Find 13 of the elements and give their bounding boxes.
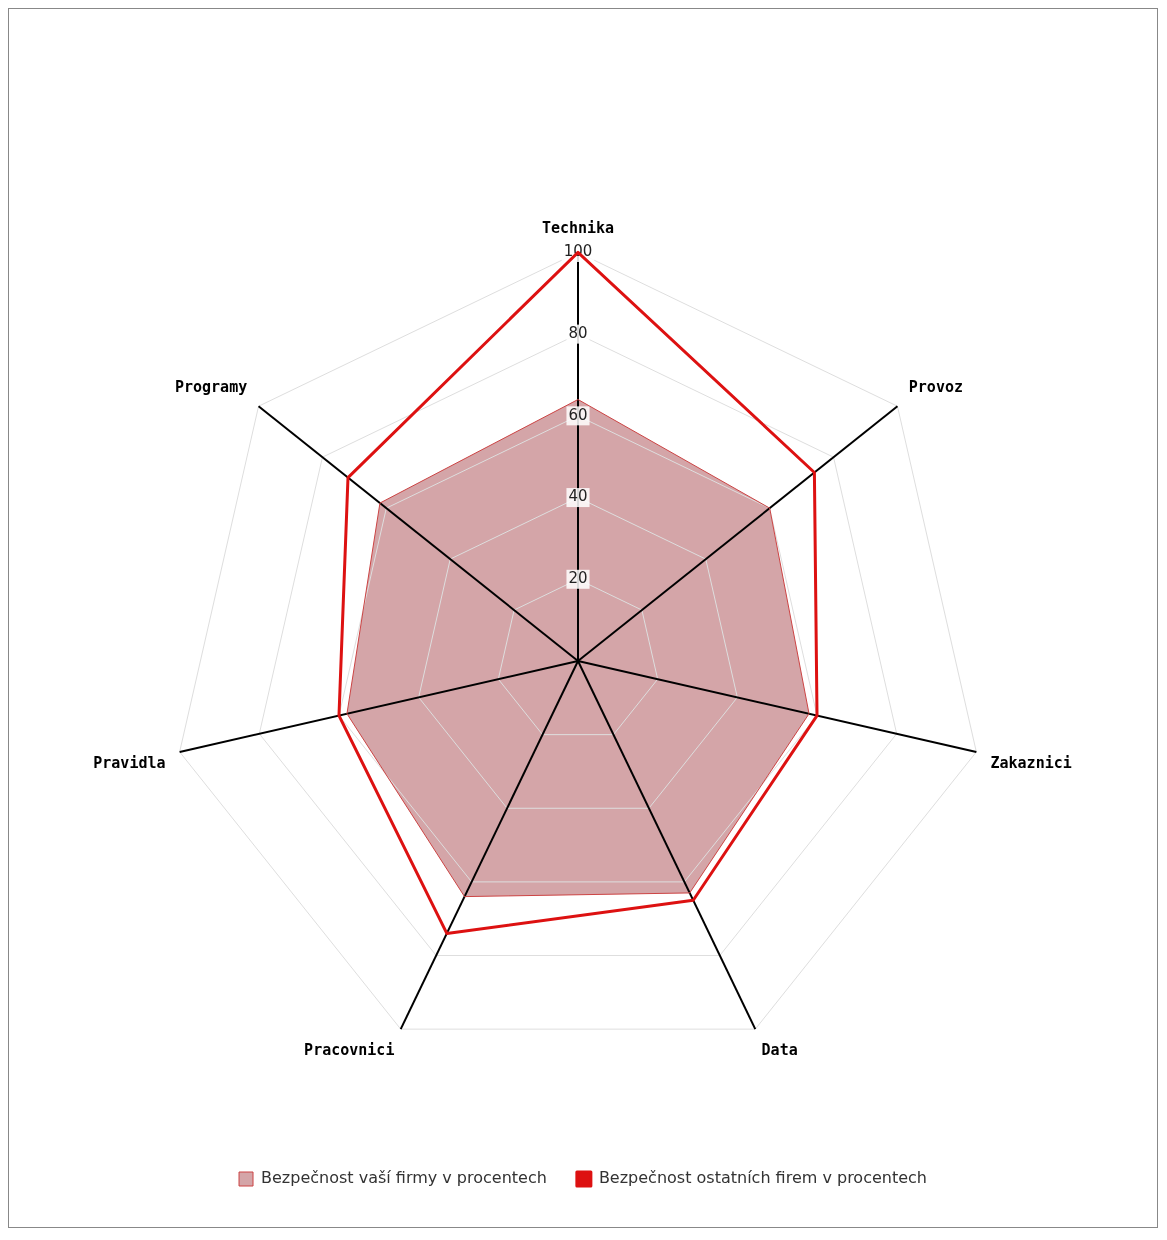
spoke-label: Technika xyxy=(541,218,615,237)
y-tick-label: 40 xyxy=(568,487,588,506)
spoke-label: Pravidla xyxy=(93,754,166,773)
spoke-label: Provoz xyxy=(908,378,963,397)
spoke-label: Data xyxy=(761,1041,798,1060)
y-tick-label: 80 xyxy=(568,324,588,343)
y-tick-label: 60 xyxy=(568,405,588,424)
spoke-label: Pracovnici xyxy=(304,1041,395,1060)
spoke-label: Programy xyxy=(174,378,248,397)
y-tick-label: 20 xyxy=(568,569,588,588)
spoke-label: Zakaznici xyxy=(990,754,1072,773)
legend-label: Bezpečnost ostatních firem v procentech xyxy=(598,1168,927,1188)
legend-label: Bezpečnost vaší firmy v procentech xyxy=(261,1168,547,1188)
